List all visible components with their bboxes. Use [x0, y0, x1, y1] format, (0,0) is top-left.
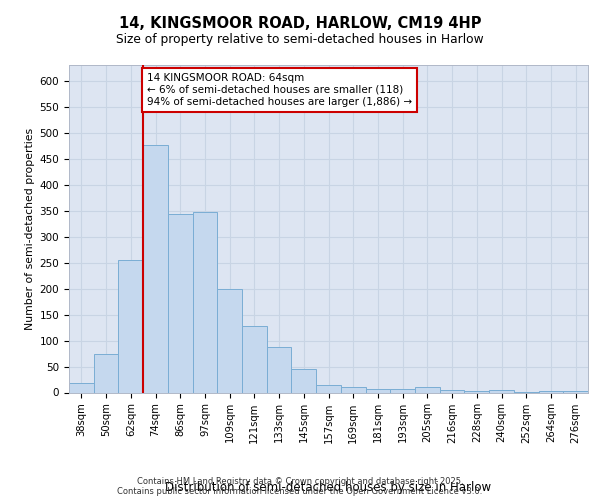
Bar — [341, 388, 365, 392]
Text: 14 KINGSMOOR ROAD: 64sqm
← 6% of semi-detached houses are smaller (118)
94% of s: 14 KINGSMOOR ROAD: 64sqm ← 6% of semi-de… — [147, 74, 412, 106]
Bar — [464, 391, 489, 392]
Bar — [267, 347, 292, 393]
Bar — [94, 354, 118, 393]
Bar — [193, 212, 217, 392]
Text: 14, KINGSMOOR ROAD, HARLOW, CM19 4HP: 14, KINGSMOOR ROAD, HARLOW, CM19 4HP — [119, 16, 481, 31]
Text: Size of property relative to semi-detached houses in Harlow: Size of property relative to semi-detach… — [116, 32, 484, 46]
Bar — [217, 289, 242, 393]
Bar — [316, 384, 341, 392]
Bar — [440, 390, 464, 392]
Text: Contains HM Land Registry data © Crown copyright and database right 2025.
Contai: Contains HM Land Registry data © Crown c… — [118, 476, 482, 496]
Bar — [365, 390, 390, 392]
Bar — [69, 383, 94, 392]
Bar — [292, 368, 316, 392]
Bar — [489, 390, 514, 392]
Bar — [242, 326, 267, 392]
Bar — [168, 214, 193, 392]
Bar — [143, 145, 168, 392]
Bar — [390, 389, 415, 392]
X-axis label: Distribution of semi-detached houses by size in Harlow: Distribution of semi-detached houses by … — [166, 482, 491, 494]
Y-axis label: Number of semi-detached properties: Number of semi-detached properties — [25, 128, 35, 330]
Bar — [118, 260, 143, 392]
Bar — [563, 391, 588, 392]
Bar — [415, 388, 440, 392]
